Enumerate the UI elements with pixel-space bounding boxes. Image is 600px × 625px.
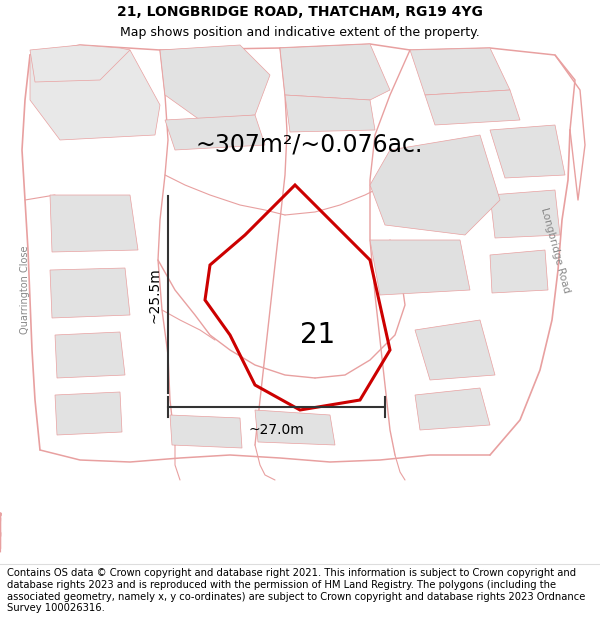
Polygon shape [415,388,490,430]
Polygon shape [165,115,265,150]
Text: ~25.5m: ~25.5m [148,267,162,323]
Polygon shape [50,268,130,318]
Polygon shape [490,250,548,293]
Polygon shape [170,415,242,448]
Text: 21, LONGBRIDGE ROAD, THATCHAM, RG19 4YG: 21, LONGBRIDGE ROAD, THATCHAM, RG19 4YG [117,5,483,19]
Text: Map shows position and indicative extent of the property.: Map shows position and indicative extent… [120,26,480,39]
Polygon shape [55,392,122,435]
Polygon shape [30,50,160,140]
Text: ~307m²/~0.076ac.: ~307m²/~0.076ac. [195,133,422,157]
Polygon shape [490,190,560,238]
Polygon shape [415,320,495,380]
Polygon shape [410,48,510,95]
Polygon shape [255,410,335,445]
Text: ~27.0m: ~27.0m [248,423,304,437]
Text: Quarrington Close: Quarrington Close [20,246,30,334]
Polygon shape [280,44,390,100]
Polygon shape [490,125,565,178]
Polygon shape [370,135,500,235]
Polygon shape [370,240,470,295]
Text: Contains OS data © Crown copyright and database right 2021. This information is : Contains OS data © Crown copyright and d… [7,568,586,613]
Polygon shape [160,45,270,120]
Polygon shape [30,45,130,82]
Polygon shape [285,95,375,132]
Polygon shape [55,332,125,378]
Polygon shape [425,90,520,125]
Text: 21: 21 [301,321,335,349]
Polygon shape [50,195,138,252]
Text: Longbridge Road: Longbridge Road [539,206,571,294]
